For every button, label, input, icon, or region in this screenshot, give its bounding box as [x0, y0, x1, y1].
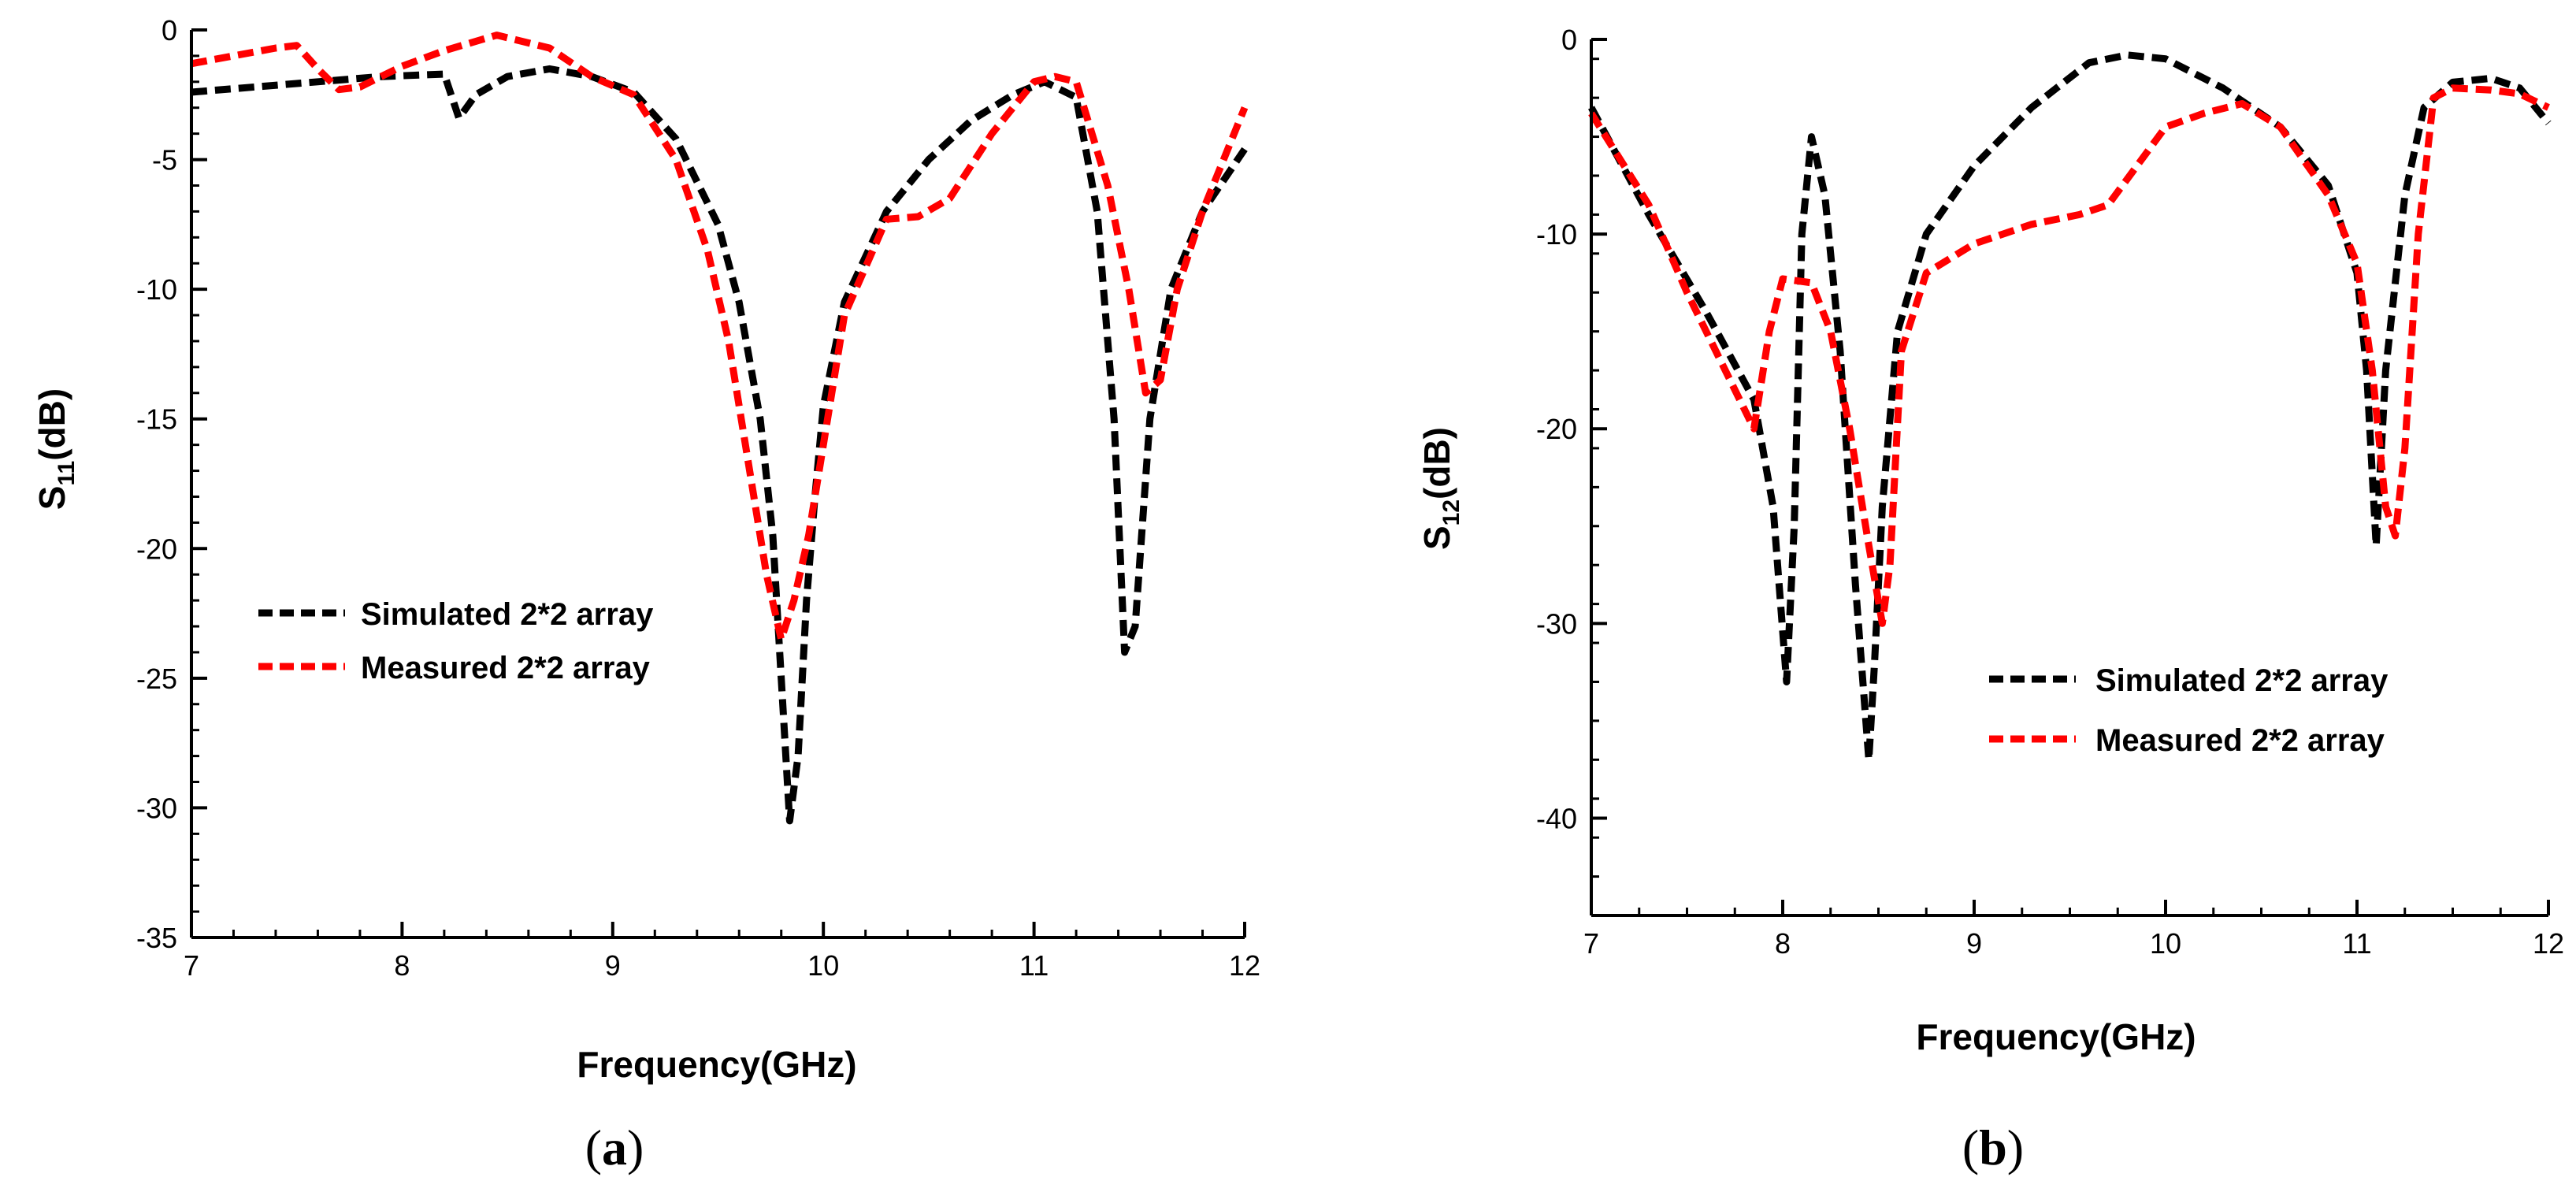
- chart-a-panel-label: (a): [585, 1120, 644, 1175]
- chart-a-y-tick-label: -25: [136, 663, 177, 695]
- chart-b-x-tick-label: 10: [2150, 927, 2181, 960]
- chart-b-x-tick-label: 7: [1583, 927, 1599, 960]
- chart-panel-b: 7 8 9 10 11 12 0 -10 -20 -30 -40 Frequency(GHz) S1…: [1416, 24, 2564, 1175]
- chart-a-x-tick-label: 11: [1019, 949, 1049, 982]
- chart-a-series-measured-line: [191, 32, 1249, 643]
- chart-b-y-tick-label: 0: [1561, 24, 1577, 56]
- chart-b-legend-label-measured: Measured 2*2 array: [2095, 723, 2385, 758]
- chart-b-legend: Simulated 2*2 array Measured 2*2 array: [1989, 663, 2389, 758]
- chart-b-series-group: [1588, 51, 2552, 763]
- chart-a-x-tick-label: 9: [605, 949, 621, 982]
- chart-b-y-tick-label: -30: [1536, 607, 1577, 640]
- chart-a-y-tick-label: -35: [136, 922, 177, 954]
- chart-a-y-tick-label: -20: [136, 533, 177, 565]
- chart-a-y-tick-label: -5: [152, 144, 177, 176]
- chart-a-x-tick-label: 12: [1229, 949, 1260, 982]
- chart-b-x-tick-label: 8: [1775, 927, 1791, 960]
- chart-a-x-tick-label: 7: [184, 949, 199, 982]
- chart-b-x-tick-label: 11: [2342, 927, 2371, 960]
- chart-a-y-tick-label: 0: [161, 14, 177, 46]
- chart-b-series-simulated-line: [1588, 51, 2552, 763]
- chart-a-ylabel: S11(dB): [32, 388, 80, 510]
- chart-a-x-tick-label: 10: [807, 949, 839, 982]
- chart-a-y-tick-label: -15: [136, 403, 177, 436]
- chart-a-legend-label-measured: Measured 2*2 array: [361, 651, 651, 685]
- chart-b-y-tick-label: -10: [1536, 218, 1577, 251]
- chart-a-series-simulated-line: [191, 65, 1248, 825]
- chart-a-xlabel: Frequency(GHz): [577, 1044, 856, 1085]
- chart-b-y-tick-label: -40: [1536, 802, 1577, 834]
- chart-a-legend-label-simulated: Simulated 2*2 array: [361, 597, 654, 632]
- chart-b-x-tick-label: 12: [2533, 927, 2564, 960]
- chart-b-panel-label: (b): [1962, 1120, 2024, 1175]
- chart-b-x-tick-label: 9: [1966, 927, 1982, 960]
- chart-a-x-tick-label: 8: [394, 949, 410, 982]
- chart-b-series-measured-line: [1588, 84, 2550, 627]
- chart-a-y-tick-label: -10: [136, 273, 177, 306]
- chart-b-y-tick-label: -20: [1536, 413, 1577, 445]
- chart-a-y-tick-label: -30: [136, 792, 177, 824]
- chart-b-ylabel: S12(dB): [1416, 427, 1464, 550]
- chart-b-xlabel: Frequency(GHz): [1916, 1016, 2196, 1057]
- chart-panel-a: 7 8 9 10 11 12 0 -5 -10 -15 -20 -25 -30 -35 Frequency…: [32, 14, 1260, 1175]
- chart-a-legend: Simulated 2*2 array Measured 2*2 array: [258, 597, 654, 685]
- chart-a-series-group: [191, 32, 1249, 825]
- chart-b-legend-label-simulated: Simulated 2*2 array: [2095, 663, 2389, 698]
